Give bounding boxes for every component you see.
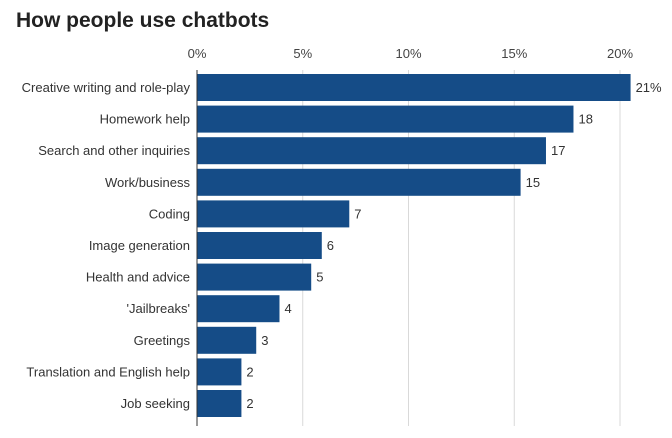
category-labels: Creative writing and role-play Homework h… [22,80,191,411]
category-label: Coding [149,206,190,221]
value-label: 17 [551,143,565,158]
value-label: 2 [246,364,253,379]
x-tick-label: 10% [395,46,421,61]
bar [197,105,574,133]
value-label: 7 [354,206,361,221]
bar [197,326,257,354]
bar [197,74,631,101]
value-label: 3 [261,333,268,348]
bar [197,358,242,386]
value-label: 4 [284,301,291,316]
category-label: 'Jailbreaks' [127,301,191,316]
value-labels: 21% 18 17 15 7 6 5 4 3 2 2 [246,80,662,411]
category-label: Search and other inquiries [38,143,190,158]
bar [197,263,312,291]
category-label: Health and advice [86,270,190,285]
value-label: 18 [578,112,592,127]
x-tick-label: 0% [188,46,207,61]
bar [197,168,521,196]
value-label: 2 [246,396,253,411]
x-tick-label: 20% [607,46,633,61]
category-label: Job seeking [121,396,190,411]
x-tick-label: 15% [501,46,527,61]
x-axis-ticks: 0% 5% 10% 15% 20% [188,46,634,61]
value-label: 6 [327,238,334,253]
bars [197,74,631,417]
value-label: 21% [636,80,662,95]
category-label: Homework help [100,112,190,127]
value-label: 5 [316,270,323,285]
bar [197,137,546,165]
value-label: 15 [526,175,540,190]
bar [197,232,322,259]
x-tick-label: 5% [293,46,312,61]
bar [197,390,242,417]
category-label: Image generation [89,238,190,253]
category-label: Work/business [105,175,191,190]
bar [197,295,280,323]
category-label: Greetings [134,333,191,348]
category-label: Translation and English help [26,364,190,379]
category-label: Creative writing and role-play [22,80,191,95]
chart-title: How people use chatbots [16,9,270,32]
bar [197,200,350,228]
